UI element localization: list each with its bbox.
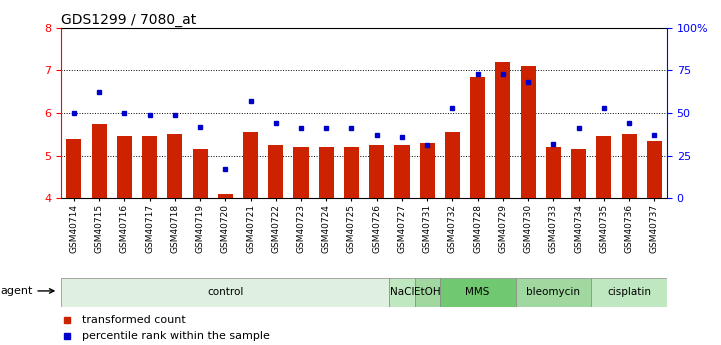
- Bar: [66, 139, 81, 198]
- Bar: [591, 278, 667, 307]
- Text: NaCl: NaCl: [390, 287, 414, 297]
- Text: transformed count: transformed count: [82, 315, 186, 325]
- Bar: [394, 145, 410, 198]
- Bar: [415, 278, 440, 307]
- Text: cisplatin: cisplatin: [607, 287, 651, 297]
- Bar: [596, 137, 611, 198]
- Text: EtOH: EtOH: [414, 287, 441, 297]
- Bar: [117, 137, 132, 198]
- Text: agent: agent: [0, 286, 54, 296]
- Bar: [389, 278, 415, 307]
- Bar: [61, 278, 389, 307]
- Bar: [516, 278, 591, 307]
- Bar: [344, 147, 359, 198]
- Text: MMS: MMS: [466, 287, 490, 297]
- Bar: [268, 145, 283, 198]
- Bar: [92, 124, 107, 198]
- Bar: [647, 141, 662, 198]
- Bar: [369, 145, 384, 198]
- Bar: [167, 134, 182, 198]
- Bar: [440, 278, 516, 307]
- Text: control: control: [207, 287, 244, 297]
- Text: GDS1299 / 7080_at: GDS1299 / 7080_at: [61, 12, 197, 27]
- Bar: [293, 147, 309, 198]
- Text: bleomycin: bleomycin: [526, 287, 580, 297]
- Bar: [142, 137, 157, 198]
- Bar: [243, 132, 258, 198]
- Text: percentile rank within the sample: percentile rank within the sample: [82, 332, 270, 341]
- Bar: [622, 134, 637, 198]
- Bar: [319, 147, 334, 198]
- Bar: [571, 149, 586, 198]
- Bar: [546, 147, 561, 198]
- Bar: [420, 143, 435, 198]
- Bar: [193, 149, 208, 198]
- Bar: [218, 194, 233, 198]
- Bar: [521, 66, 536, 198]
- Bar: [445, 132, 460, 198]
- Bar: [495, 62, 510, 198]
- Bar: [470, 77, 485, 198]
